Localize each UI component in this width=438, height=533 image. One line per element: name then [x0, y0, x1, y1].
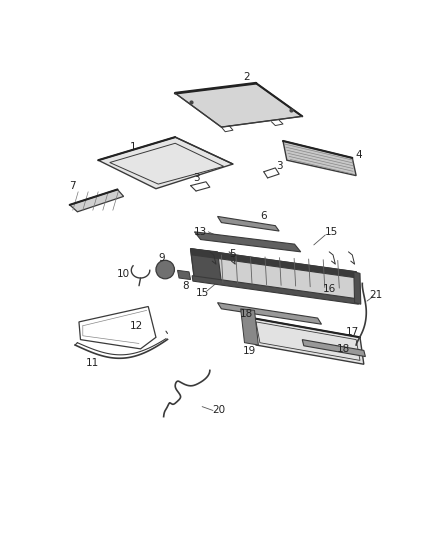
Text: 15: 15	[325, 227, 338, 237]
Polygon shape	[283, 141, 356, 175]
Text: 18: 18	[240, 309, 254, 319]
Text: 5: 5	[230, 249, 236, 259]
Circle shape	[156, 260, 174, 279]
Text: 21: 21	[369, 290, 382, 300]
Text: 1: 1	[130, 142, 136, 152]
Polygon shape	[194, 232, 301, 252]
Polygon shape	[354, 272, 361, 304]
Text: 10: 10	[117, 269, 130, 279]
Text: 18: 18	[336, 344, 350, 354]
Polygon shape	[240, 309, 258, 345]
Polygon shape	[175, 83, 302, 127]
Polygon shape	[98, 137, 233, 189]
Text: 9: 9	[159, 253, 166, 263]
Text: 4: 4	[355, 150, 362, 160]
Text: 16: 16	[322, 284, 336, 294]
Polygon shape	[177, 270, 191, 280]
Polygon shape	[191, 249, 358, 278]
Text: 8: 8	[182, 281, 188, 290]
Polygon shape	[191, 249, 221, 282]
Polygon shape	[218, 303, 321, 324]
Text: 15: 15	[195, 288, 209, 298]
Polygon shape	[218, 216, 279, 231]
Polygon shape	[191, 249, 360, 303]
Text: 3: 3	[194, 173, 200, 183]
Polygon shape	[70, 189, 124, 212]
Text: 7: 7	[70, 181, 76, 191]
Text: 3: 3	[276, 161, 283, 172]
Text: 20: 20	[212, 406, 226, 415]
Text: 19: 19	[243, 346, 257, 356]
Text: 2: 2	[244, 72, 250, 82]
Text: 6: 6	[261, 211, 267, 221]
Polygon shape	[302, 340, 365, 357]
Text: 17: 17	[346, 327, 359, 337]
Polygon shape	[252, 318, 364, 364]
Text: 12: 12	[130, 321, 143, 331]
Text: 11: 11	[86, 358, 99, 368]
Polygon shape	[192, 276, 358, 304]
Text: 13: 13	[194, 227, 207, 237]
